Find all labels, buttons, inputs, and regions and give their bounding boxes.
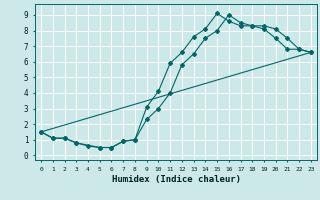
X-axis label: Humidex (Indice chaleur): Humidex (Indice chaleur)	[111, 175, 241, 184]
